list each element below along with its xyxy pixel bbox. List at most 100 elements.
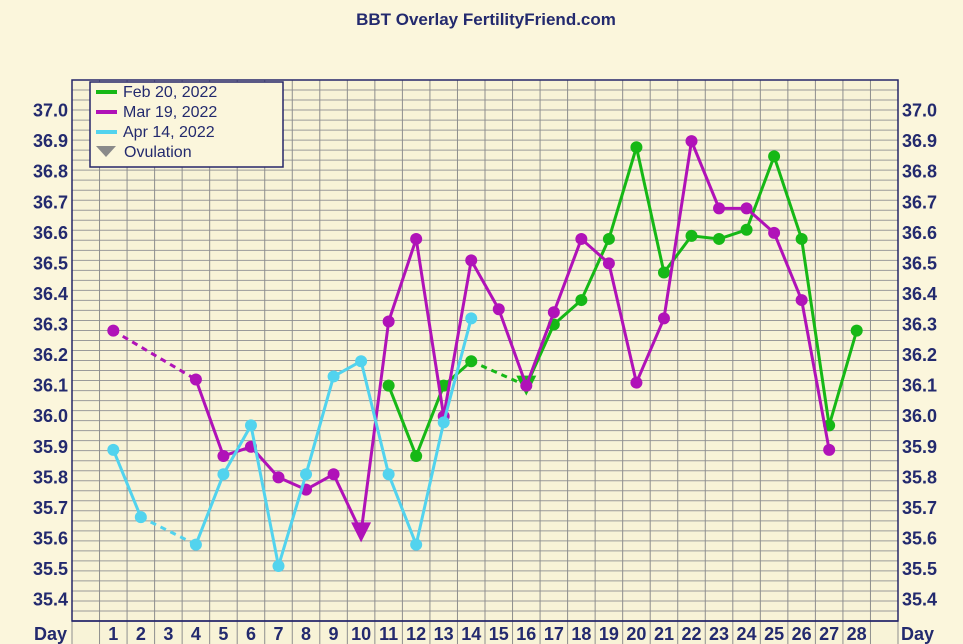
data-point bbox=[382, 379, 395, 392]
x-tick-label: 4 bbox=[191, 624, 201, 644]
data-point bbox=[740, 223, 753, 236]
data-point bbox=[575, 232, 588, 245]
plot-frame bbox=[71, 79, 899, 622]
data-point bbox=[602, 257, 615, 270]
y-tick-label-left: 35.8 bbox=[33, 467, 68, 487]
x-axis-label-left: Day bbox=[34, 624, 67, 644]
series-segment bbox=[194, 473, 225, 546]
series-segment bbox=[552, 298, 583, 326]
y-tick-label-right: 35.9 bbox=[902, 437, 937, 457]
data-point bbox=[575, 294, 588, 307]
series-segment bbox=[387, 238, 418, 322]
series-segment bbox=[772, 232, 804, 301]
y-tick-label-left: 35.4 bbox=[33, 590, 68, 610]
series-segment bbox=[194, 379, 225, 457]
series-segment bbox=[414, 238, 446, 417]
series-segment bbox=[359, 321, 391, 533]
data-point bbox=[327, 468, 340, 481]
series-segment bbox=[112, 329, 197, 381]
y-tick-label-right: 36.1 bbox=[902, 376, 937, 396]
y-tick-label-left: 36.5 bbox=[33, 253, 68, 273]
ovulation-icon bbox=[96, 146, 116, 157]
series-segment bbox=[580, 237, 610, 265]
x-tick-label: 7 bbox=[273, 624, 283, 644]
ovulation-marker bbox=[351, 522, 372, 543]
y-tick-label-left: 36.1 bbox=[33, 376, 68, 396]
x-tick-label: 12 bbox=[406, 624, 426, 644]
series-segment bbox=[387, 473, 418, 546]
series-segment bbox=[662, 234, 693, 274]
series-segment bbox=[690, 140, 721, 209]
grid bbox=[71, 79, 899, 644]
y-tick-label-right: 36.2 bbox=[902, 345, 937, 365]
legend-box bbox=[89, 81, 284, 168]
data-point bbox=[410, 449, 423, 462]
series-segment bbox=[524, 311, 556, 387]
data-point bbox=[657, 266, 670, 279]
x-tick-label: 13 bbox=[434, 624, 454, 644]
y-tick-label-left: 36.0 bbox=[33, 406, 68, 426]
x-tick-label: 27 bbox=[819, 624, 839, 644]
data-point bbox=[630, 376, 643, 389]
data-point bbox=[685, 229, 698, 242]
y-tick-label-left: 36.6 bbox=[33, 223, 68, 243]
data-point bbox=[520, 379, 533, 392]
series-segment bbox=[414, 385, 446, 457]
x-tick-label: 5 bbox=[218, 624, 228, 644]
series-segment bbox=[827, 330, 859, 426]
legend: Feb 20, 2022 Mar 19, 2022 Apr 14, 2022 Ovul… bbox=[89, 81, 284, 168]
y-tick-label-right: 35.6 bbox=[902, 528, 937, 548]
data-point bbox=[189, 538, 202, 551]
data-point bbox=[657, 312, 670, 325]
series-segment bbox=[800, 238, 831, 426]
y-tick-label-right: 35.8 bbox=[902, 467, 937, 487]
series-segment bbox=[277, 473, 308, 567]
y-tick-label-left: 36.4 bbox=[33, 284, 68, 304]
data-point bbox=[630, 141, 643, 154]
series-segment bbox=[469, 259, 501, 310]
x-tick-label: 1 bbox=[108, 624, 118, 644]
y-tick-label-left: 35.5 bbox=[33, 559, 68, 579]
data-point bbox=[189, 373, 202, 386]
y-tick-label-left: 37.0 bbox=[33, 101, 68, 121]
series-segment bbox=[607, 263, 638, 383]
y-tick-label-right: 37.0 bbox=[902, 101, 937, 121]
y-tick-label-right: 36.9 bbox=[902, 131, 937, 151]
x-tick-label: 26 bbox=[792, 624, 812, 644]
x-tick-label: 11 bbox=[379, 624, 398, 644]
y-tick-label-left: 35.6 bbox=[33, 528, 68, 548]
x-tick-label: 22 bbox=[681, 624, 701, 644]
data-point bbox=[410, 538, 423, 551]
data-point bbox=[437, 416, 450, 429]
x-tick-label: 10 bbox=[351, 624, 371, 644]
data-point bbox=[465, 254, 478, 267]
y-tick-label-right: 35.4 bbox=[902, 590, 937, 610]
series-segment bbox=[222, 424, 253, 476]
y-tick-label-right: 36.4 bbox=[902, 284, 937, 304]
data-point bbox=[602, 232, 615, 245]
y-tick-label-left: 36.3 bbox=[33, 315, 68, 335]
legend-label: Feb 20, 2022 bbox=[123, 84, 217, 101]
x-tick-label: 28 bbox=[847, 624, 867, 644]
series-segment bbox=[579, 238, 611, 301]
series-segment bbox=[552, 238, 583, 313]
data-point bbox=[795, 232, 808, 245]
series-segment bbox=[249, 425, 280, 567]
series-segment bbox=[607, 146, 638, 240]
data-point bbox=[465, 312, 478, 325]
series-segment bbox=[387, 385, 418, 457]
series-segment bbox=[745, 207, 776, 234]
x-tick-label: 2 bbox=[136, 624, 146, 644]
series-segment bbox=[635, 317, 666, 384]
y-tick-label-left: 36.7 bbox=[33, 192, 68, 212]
legend-label-ovulation: Ovulation bbox=[124, 144, 192, 161]
series-segment bbox=[772, 155, 804, 240]
data-point bbox=[823, 443, 836, 456]
x-tick-label: 8 bbox=[301, 624, 311, 644]
series-2 bbox=[107, 135, 836, 543]
y-tick-label-left: 36.9 bbox=[33, 131, 68, 151]
y-tick-label-right: 36.6 bbox=[902, 223, 937, 243]
x-tick-label: 21 bbox=[654, 624, 674, 644]
x-tick-label: 17 bbox=[544, 624, 564, 644]
series-segment bbox=[442, 260, 473, 417]
